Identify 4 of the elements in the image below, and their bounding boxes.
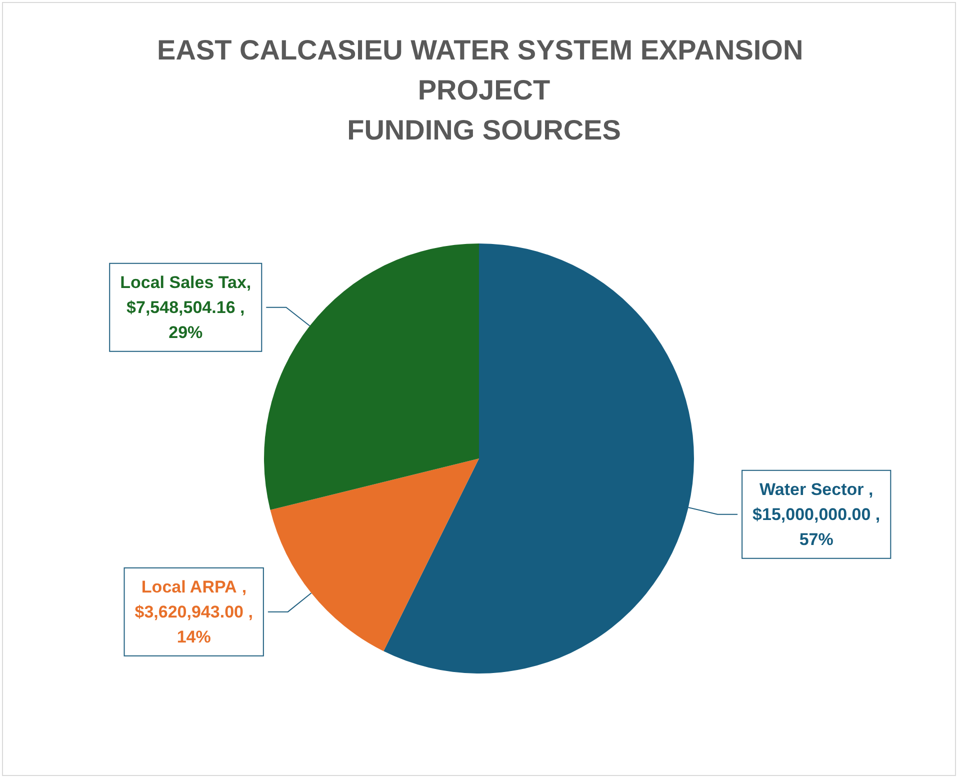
chart-title: EAST CALCASIEU WATER SYSTEM EXPANSION PROJECT FUNDING SOURCES	[157, 34, 811, 146]
slice-label: Local Sales Tax	[120, 272, 247, 292]
slice-label: Local ARPA	[141, 577, 237, 596]
slice-label: Water Sector	[760, 480, 864, 499]
